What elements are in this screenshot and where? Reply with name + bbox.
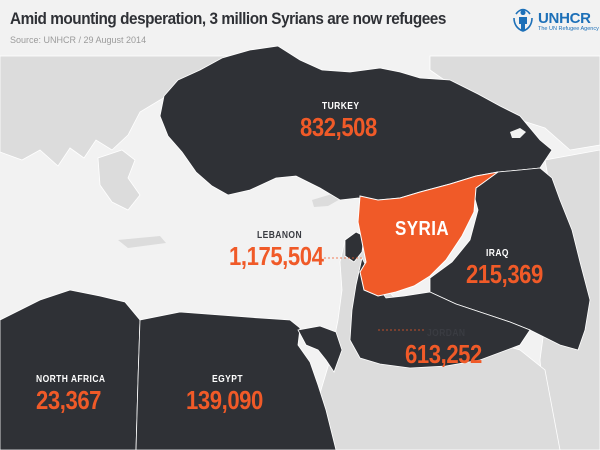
north-africa-label: NORTH AFRICA bbox=[36, 374, 106, 385]
egypt-refugees: 139,090 bbox=[186, 385, 263, 415]
unhcr-logo: UNHCR The UN Refugee Agency bbox=[512, 8, 599, 36]
lake-van bbox=[510, 128, 526, 138]
jordan-refugees: 613,252 bbox=[405, 339, 482, 369]
crete-island bbox=[118, 236, 166, 248]
egypt-region bbox=[135, 311, 337, 450]
jordan-label: JORDAN bbox=[427, 328, 466, 339]
iraq-region bbox=[429, 167, 591, 351]
lebanon-region bbox=[344, 231, 365, 263]
lebanon-refugees: 1,175,504 bbox=[229, 241, 324, 271]
north-africa-refugees: 23,367 bbox=[36, 385, 102, 415]
syria-region bbox=[357, 171, 499, 297]
iraq-label: IRAQ bbox=[486, 248, 509, 259]
header: Amid mounting desperation, 3 million Syr… bbox=[0, 0, 600, 56]
syria-label: SYRIA bbox=[395, 218, 450, 240]
sinai-region bbox=[297, 325, 343, 373]
greece-landmass bbox=[97, 149, 141, 211]
egypt-label: EGYPT bbox=[212, 374, 243, 385]
north-africa-region bbox=[0, 289, 141, 450]
logo-name: UNHCR bbox=[538, 10, 591, 27]
iraq-refugees: 215,369 bbox=[466, 259, 543, 289]
source-note: Source: UNHCR / 29 August 2014 bbox=[10, 35, 147, 45]
unhcr-emblem-icon bbox=[513, 8, 533, 32]
turkey-refugees: 832,508 bbox=[300, 112, 377, 142]
turkey-label: TURKEY bbox=[322, 101, 360, 112]
lebanon-label: LEBANON bbox=[257, 230, 303, 241]
jordan-region bbox=[349, 256, 531, 369]
cyprus-island bbox=[312, 194, 342, 207]
page-title: Amid mounting desperation, 3 million Syr… bbox=[10, 9, 446, 28]
logo-tagline: The UN Refugee Agency bbox=[538, 26, 599, 32]
